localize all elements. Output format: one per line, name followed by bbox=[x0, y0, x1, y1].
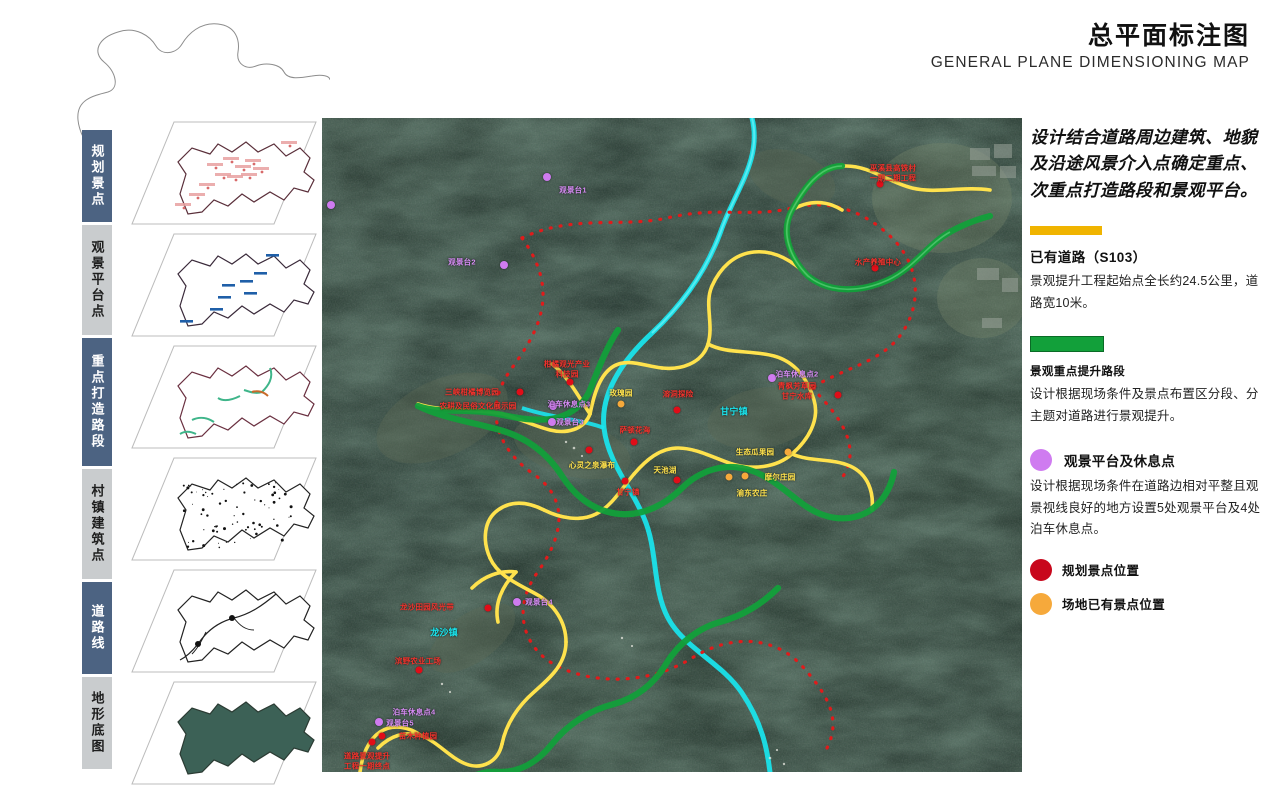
map-label-15: 泊车休息点2 bbox=[776, 370, 819, 378]
map-label-22: 心灵之泉瀑布 bbox=[569, 461, 615, 469]
map-label-6: 三峡柑橘博览园 bbox=[445, 388, 499, 396]
legend-body-1: 设计根据现场条件及景点布置区分段、分主题对道路进行景观提升。 bbox=[1030, 384, 1265, 427]
layer-tab-rail: 规划景点 观景平台点 重点打造路段 村镇建筑点 道路线 地形底图 bbox=[82, 130, 112, 770]
map-label-27: 龙沙镇 bbox=[430, 629, 458, 638]
map-marker-red-18[interactable] bbox=[631, 439, 638, 446]
page-header: 总平面标注图 GENERAL PLANE DIMENSIONING MAP bbox=[931, 22, 1250, 72]
legend-markers: 规划景点位置 场地已有景点位置 bbox=[1030, 559, 1265, 615]
general-plane-map[interactable]: 泊车休息点1观景台1观景台2巫溪县高铁村一期二期工程水产养殖中心三峡柑橘博览园农… bbox=[322, 118, 1022, 772]
legend-marker-dot-0 bbox=[1030, 559, 1052, 581]
legend-block-0: 已有道路（S103） 景观提升工程起始点全长约24.5公里，道路宽10米。 bbox=[1030, 226, 1265, 314]
map-label-16: 青枫芳草园 bbox=[778, 382, 817, 390]
sidebar-tab-5[interactable]: 地形底图 bbox=[82, 677, 112, 769]
map-marker-red-23[interactable] bbox=[674, 477, 681, 484]
map-label-25: 龙沙田园风光带 bbox=[400, 603, 454, 611]
map-label-13: 溶洞探险 bbox=[663, 390, 694, 398]
map-label-32: 道路景观提升 bbox=[344, 752, 390, 760]
terrain-basemap-layer[interactable] bbox=[128, 676, 320, 788]
legend-swatch-bar-0 bbox=[1030, 226, 1102, 235]
legend-marker-row-1: 场地已有景点位置 bbox=[1030, 593, 1265, 615]
map-label-14: 甘宁镇 bbox=[720, 408, 748, 417]
map-label-8: 柑橘观光产业 bbox=[544, 360, 590, 368]
map-marker-violet-29[interactable] bbox=[375, 718, 383, 726]
legend-marker-label-0: 规划景点位置 bbox=[1062, 560, 1139, 579]
map-marker-red-24[interactable] bbox=[622, 478, 629, 485]
map-marker-red-16[interactable] bbox=[835, 392, 842, 399]
sidebar-tab-0[interactable]: 规划景点 bbox=[82, 130, 112, 222]
map-marker-violet-26[interactable] bbox=[513, 598, 521, 606]
layer-stack bbox=[128, 116, 320, 772]
map-marker-violet-0[interactable] bbox=[327, 201, 335, 209]
map-marker-violet-2[interactable] bbox=[500, 261, 508, 269]
map-marker-orange-20[interactable] bbox=[742, 473, 749, 480]
map-label-10: 泊车休息点3 bbox=[548, 400, 591, 408]
map-marker-red-6[interactable] bbox=[517, 389, 524, 396]
design-intro-text: 设计结合道路周边建筑、地貌及沿途风景介入点确定重点、次重点打造路段和景观平台。 bbox=[1030, 125, 1265, 204]
legend-swatch-bar-1 bbox=[1030, 336, 1104, 352]
map-marker-orange-12[interactable] bbox=[618, 401, 625, 408]
legend-marker-label-1: 场地已有景点位置 bbox=[1062, 594, 1165, 613]
map-label-29: 泊车休息点4 bbox=[393, 708, 436, 716]
map-label-4: 一期二期工程 bbox=[870, 174, 916, 182]
page-title-en: GENERAL PLANE DIMENSIONING MAP bbox=[931, 54, 1250, 72]
map-label-12: 玫瑰园 bbox=[609, 389, 632, 397]
map-marker-red-31[interactable] bbox=[379, 733, 386, 740]
map-label-20: 摩尔庄园 bbox=[765, 473, 796, 481]
legend-marker-dot-1 bbox=[1030, 593, 1052, 615]
legend-title-2: 观景平台及休息点 bbox=[1064, 450, 1175, 470]
map-marker-orange-19[interactable] bbox=[785, 449, 792, 456]
road-line-layer[interactable] bbox=[128, 564, 320, 676]
key-road-section-layer[interactable] bbox=[128, 340, 320, 452]
legend-block-1: 景观重点提升路段 设计根据现场条件及景点布置区分段、分主题对道路进行景观提升。 bbox=[1030, 336, 1265, 427]
map-label-9: 科技园 bbox=[555, 370, 578, 378]
legend-title-0: 已有道路（S103） bbox=[1030, 246, 1265, 266]
map-label-23: 天池湖 bbox=[653, 466, 676, 474]
map-label-21: 渝东农庄 bbox=[737, 489, 768, 497]
sidebar-tab-4[interactable]: 道路线 bbox=[82, 582, 112, 674]
map-marker-red-32[interactable] bbox=[369, 739, 376, 746]
map-label-5: 水产养殖中心 bbox=[855, 258, 901, 266]
sidebar-tab-3[interactable]: 村镇建筑点 bbox=[82, 469, 112, 579]
map-label-30: 观景台5 bbox=[386, 719, 413, 727]
legend-marker-row-0: 规划景点位置 bbox=[1030, 559, 1265, 581]
legend-body-0: 景观提升工程起始点全长约24.5公里，道路宽10米。 bbox=[1030, 271, 1265, 314]
map-label-7: 农耕及民俗文化展示园 bbox=[440, 402, 517, 410]
viewing-platform-layer[interactable] bbox=[128, 228, 320, 340]
planned-scenic-spots-layer[interactable] bbox=[128, 116, 320, 228]
map-label-24: 甘宁镇 bbox=[616, 488, 639, 496]
map-label-19: 生态瓜果园 bbox=[736, 448, 775, 456]
map-marker-violet-1[interactable] bbox=[543, 173, 551, 181]
map-label-31: 苗木种植园 bbox=[399, 732, 438, 740]
map-label-18: 萨顿花海 bbox=[620, 426, 651, 434]
map-marker-red-8[interactable] bbox=[567, 379, 574, 386]
legend-body-2: 设计根据现场条件在道路边相对平整且观景视线良好的地方设置5处观景平台及4处泊车休… bbox=[1030, 476, 1265, 541]
map-label-11: 观景台3 bbox=[556, 418, 583, 426]
village-building-layer[interactable] bbox=[128, 452, 320, 564]
legend-blocks: 已有道路（S103） 景观提升工程起始点全长约24.5公里，道路宽10米。 景观… bbox=[1030, 226, 1265, 541]
map-marker-red-25[interactable] bbox=[485, 605, 492, 612]
legend-block-2: 观景平台及休息点 设计根据现场条件在道路边相对平整且观景视线良好的地方设置5处观… bbox=[1030, 449, 1265, 541]
legend-panel: 设计结合道路周边建筑、地貌及沿途风景介入点确定重点、次重点打造路段和景观平台。 … bbox=[1030, 125, 1265, 615]
map-label-3: 巫溪县高铁村 bbox=[870, 164, 916, 172]
map-marker-red-28[interactable] bbox=[416, 667, 423, 674]
sidebar-tab-1[interactable]: 观景平台点 bbox=[82, 225, 112, 335]
map-marker-red-13[interactable] bbox=[674, 407, 681, 414]
map-label-2: 观景台2 bbox=[448, 258, 475, 266]
map-label-28: 滨野农业工场 bbox=[395, 657, 441, 665]
map-marker-orange-21[interactable] bbox=[726, 474, 733, 481]
sidebar-tab-2[interactable]: 重点打造路段 bbox=[82, 338, 112, 466]
legend-title-1: 景观重点提升路段 bbox=[1030, 363, 1265, 379]
map-label-26: 观景台4 bbox=[525, 598, 552, 606]
map-marker-violet-11[interactable] bbox=[548, 418, 556, 426]
page-title-cn: 总平面标注图 bbox=[931, 22, 1250, 52]
map-marker-red-22[interactable] bbox=[586, 447, 593, 454]
map-label-1: 观景台1 bbox=[559, 186, 586, 194]
map-label-17: 甘宁水库 bbox=[782, 392, 813, 400]
map-label-33: 工程一期终点 bbox=[344, 762, 390, 770]
legend-swatch-dot-2 bbox=[1030, 449, 1052, 471]
map-canvas bbox=[322, 118, 1022, 772]
